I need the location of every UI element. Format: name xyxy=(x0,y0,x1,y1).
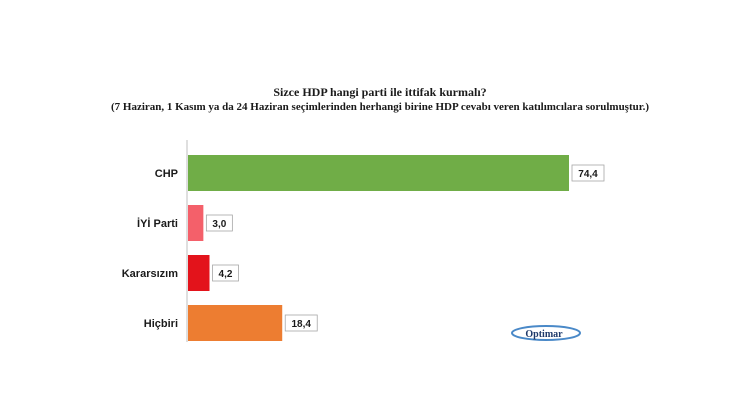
value-label-box-0 xyxy=(571,164,605,182)
category-label-0: CHP xyxy=(155,168,178,180)
value-label-1: 3,0 xyxy=(212,219,226,230)
chart-subtitle: (7 Haziran, 1 Kasım ya da 24 Haziran seç… xyxy=(111,101,649,113)
value-label-0: 74,4 xyxy=(578,169,598,180)
logo-swoosh xyxy=(511,325,581,341)
category-label-3: Hiçbiri xyxy=(144,318,178,330)
value-label-3: 18,4 xyxy=(291,319,311,330)
bar-2 xyxy=(188,255,210,291)
value-label-2: 4,2 xyxy=(219,269,233,280)
bar-0 xyxy=(188,155,569,191)
optimar-logo: Optimar xyxy=(511,325,581,341)
value-label-box-3 xyxy=(284,314,318,332)
value-label-box-2 xyxy=(212,264,239,282)
bars-group: CHP 74,4 İYİ Parti 3,0 Kararsızım 4,2 Hiçbiri 1… xyxy=(122,155,605,341)
logo-text: Optimar xyxy=(525,329,563,340)
chart-title: Sizce HDP hangi parti ile ittifak kurmal… xyxy=(273,85,486,99)
category-label-1: İYİ Parti xyxy=(137,217,178,230)
category-label-2: Kararsızım xyxy=(122,268,178,280)
bar-3 xyxy=(188,305,283,341)
value-label-box-1 xyxy=(205,214,233,232)
bar-1 xyxy=(188,205,204,241)
